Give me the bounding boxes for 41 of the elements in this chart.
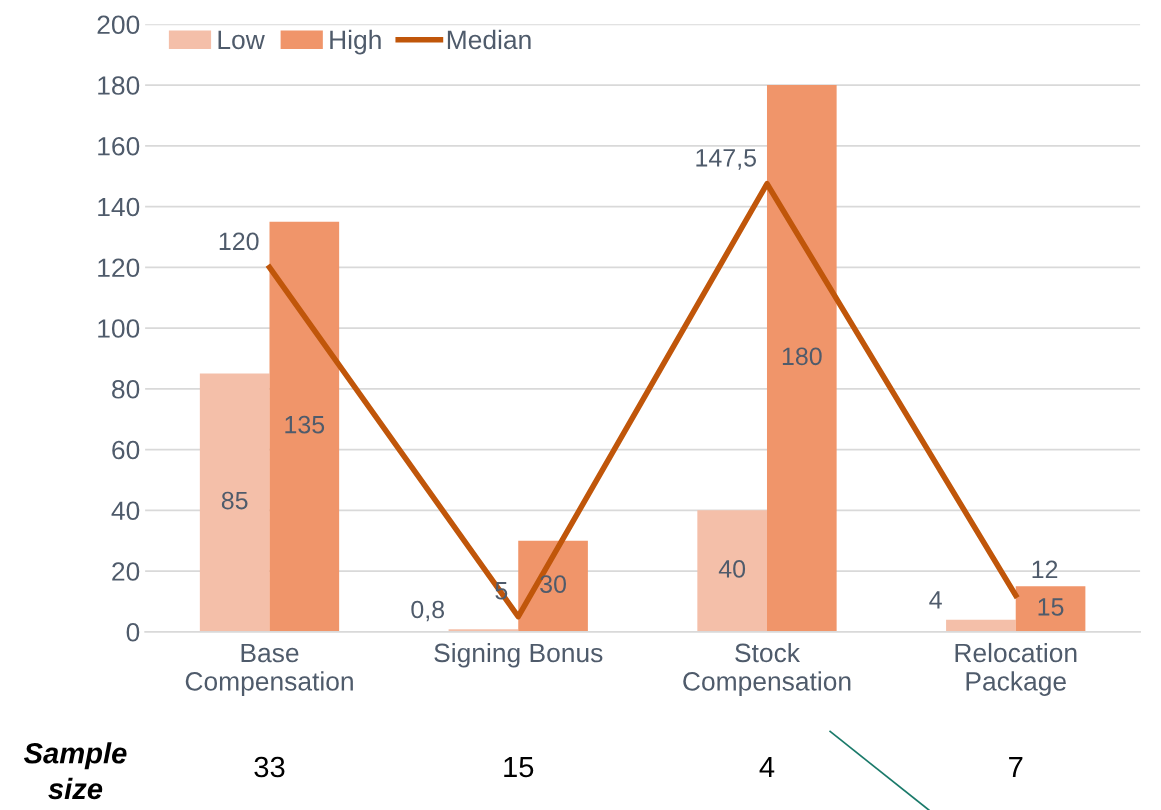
y-tick-label: 200 [97,15,140,35]
data-label: 40 [718,560,746,578]
x-tick-label: Signing Bonus [434,642,603,668]
y-tick-label: 60 [112,440,140,460]
y-tick-label: 120 [98,258,140,278]
bar [766,85,837,632]
x-tick-label: Relocation Package [955,642,1077,696]
text: 7 [1009,756,1023,778]
y-tick-label: 140 [98,197,140,217]
x-tick-label: Base Compensation [185,643,353,696]
data-label: 0,8 [411,600,445,622]
data-label: 147,5 [696,149,756,170]
legend-label: Median [447,29,531,50]
y-tick-label: 0 [126,622,140,642]
data-label: 180 [782,347,822,366]
text: 4 [759,756,775,778]
y-tick-label: 100 [98,319,140,338]
data-label: 135 [285,415,325,434]
text: 15 [504,756,534,778]
y-tick-label: 80 [112,379,140,399]
text: 33 [254,756,285,778]
data-label: 15 [1038,598,1064,616]
bar [697,510,767,632]
bar [1015,586,1086,632]
data-label: 4 [929,591,942,609]
bar [269,221,340,632]
bar [199,373,270,632]
bar [946,619,1016,632]
y-tick-label: 20 [112,562,140,581]
y-tick-label: 160 [98,136,140,156]
legend-label: Low [218,30,265,50]
data-label: 5 [495,582,508,600]
y-tick-label: 40 [111,501,140,521]
text: Sample size [23,742,127,800]
legend-label: High [330,29,381,55]
y-tick-label: 180 [98,76,140,95]
data-label: 85 [221,491,248,510]
data-label: 12 [1032,560,1058,579]
data-label: 120 [219,232,259,251]
data-label: 30 [540,575,566,593]
x-tick-label: Stock Compensation [683,642,851,696]
